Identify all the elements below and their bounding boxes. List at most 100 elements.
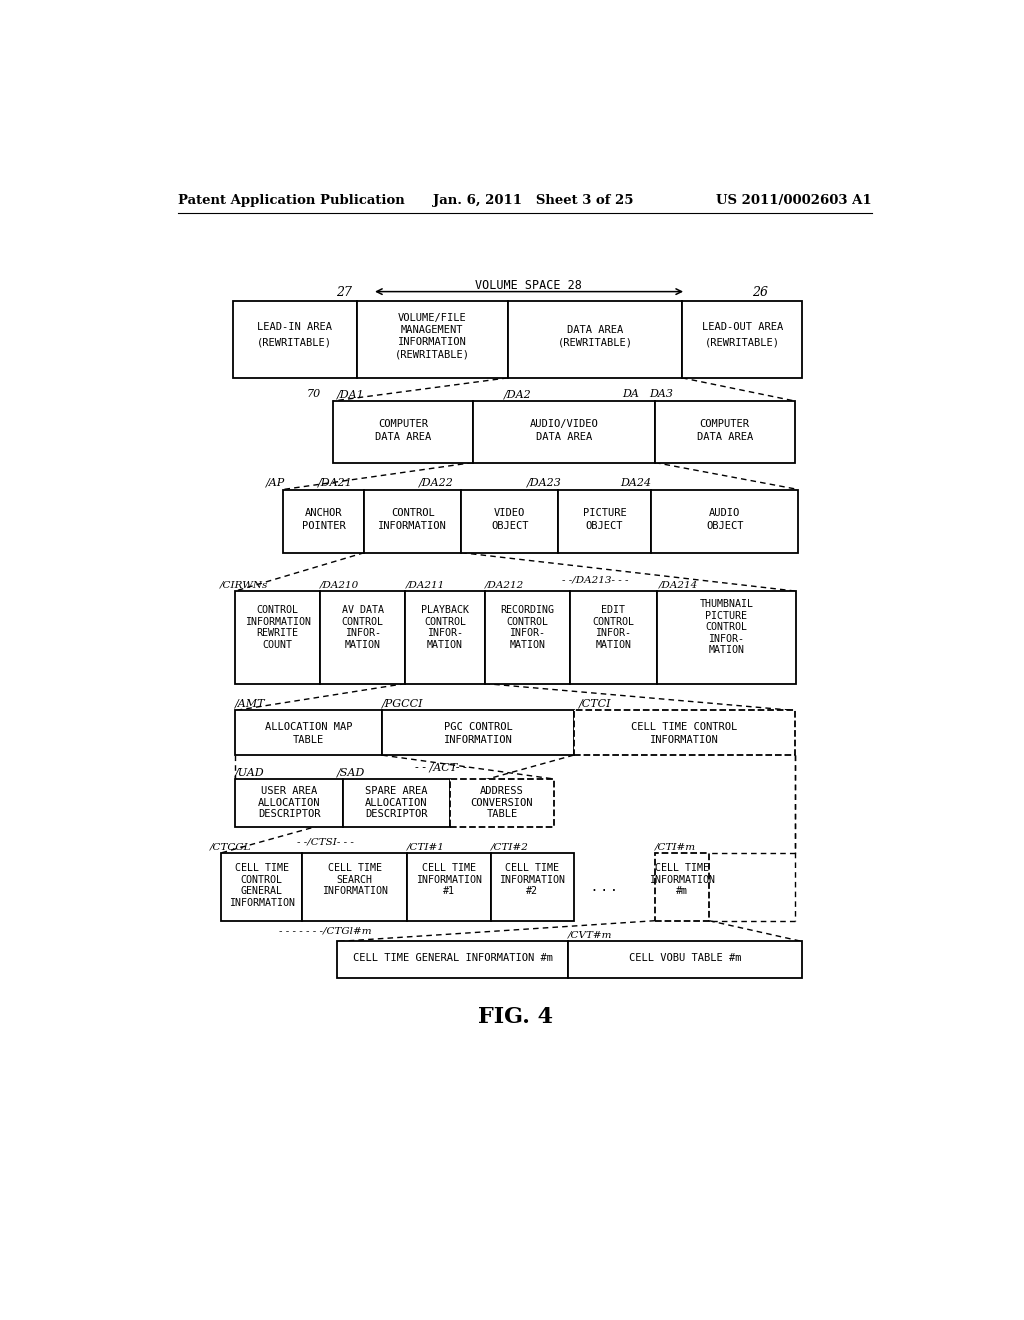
- Text: INFORMATION: INFORMATION: [379, 520, 447, 531]
- Bar: [655, 853, 710, 921]
- Text: CELL TIME GENERAL INFORMATION #m: CELL TIME GENERAL INFORMATION #m: [352, 953, 553, 964]
- Text: TABLE: TABLE: [293, 735, 325, 744]
- Text: OBJECT: OBJECT: [586, 520, 624, 531]
- Text: /DA212: /DA212: [484, 581, 523, 590]
- Text: INFORMATION: INFORMATION: [649, 875, 715, 884]
- Bar: [508, 301, 682, 378]
- Text: VOLUME SPACE 28: VOLUME SPACE 28: [475, 279, 582, 292]
- Text: #1: #1: [442, 887, 455, 896]
- Text: Patent Application Publication: Patent Application Publication: [178, 194, 406, 207]
- Text: /CTI#1: /CTI#1: [407, 842, 444, 851]
- Text: CONTROL: CONTROL: [706, 622, 748, 632]
- Text: /CTI#m: /CTI#m: [655, 842, 696, 851]
- Text: MATION: MATION: [509, 640, 545, 649]
- Text: THUMBNAIL: THUMBNAIL: [699, 599, 754, 610]
- Bar: [234, 779, 343, 826]
- Text: - -/CTSI- - -: - -/CTSI- - -: [297, 838, 354, 847]
- Text: DATA AREA: DATA AREA: [696, 432, 753, 442]
- Text: PICTURE: PICTURE: [583, 508, 627, 517]
- Text: CONTROL: CONTROL: [257, 606, 299, 615]
- Text: DA: DA: [623, 389, 639, 400]
- Text: (REWRITABLE): (REWRITABLE): [557, 338, 633, 347]
- Text: - - /ACT- -: - - /ACT- -: [415, 763, 467, 774]
- Bar: [568, 941, 802, 978]
- Text: DESCRIPTOR: DESCRIPTOR: [258, 809, 321, 820]
- Bar: [337, 941, 568, 978]
- Text: - - - - - - -/CTGl#m: - - - - - - -/CTGl#m: [280, 927, 372, 936]
- Text: ANCHOR: ANCHOR: [305, 508, 342, 517]
- Text: CONTROL: CONTROL: [342, 616, 384, 627]
- Text: PGC CONTROL: PGC CONTROL: [443, 722, 512, 731]
- Text: /CTI#2: /CTI#2: [490, 842, 528, 851]
- Bar: [655, 401, 795, 462]
- Text: TABLE: TABLE: [486, 809, 517, 820]
- Bar: [234, 591, 321, 684]
- Text: DATA AREA: DATA AREA: [536, 432, 592, 442]
- Text: INFORMATION: INFORMATION: [499, 875, 565, 884]
- Text: OBJECT: OBJECT: [490, 520, 528, 531]
- Text: (REWRITABLE): (REWRITABLE): [394, 350, 470, 360]
- Text: /CVT#m: /CVT#m: [568, 931, 612, 940]
- Bar: [406, 591, 484, 684]
- Text: /UAD: /UAD: [234, 767, 264, 777]
- Text: MATION: MATION: [709, 645, 744, 656]
- Text: /DA214: /DA214: [658, 581, 698, 590]
- Text: /DA23: /DA23: [527, 478, 562, 488]
- Text: #m: #m: [676, 887, 688, 896]
- Text: PLAYBACK: PLAYBACK: [421, 606, 469, 615]
- Text: /CTCGL: /CTCGL: [209, 842, 251, 851]
- Text: OBJECT: OBJECT: [706, 520, 743, 531]
- Bar: [232, 301, 356, 378]
- Text: INFORMATION: INFORMATION: [416, 875, 482, 884]
- Text: INFORMATION: INFORMATION: [443, 735, 512, 744]
- Bar: [473, 401, 655, 462]
- Text: CONTROL: CONTROL: [592, 616, 634, 627]
- Text: USER AREA: USER AREA: [261, 787, 317, 796]
- Bar: [573, 710, 795, 755]
- Text: INFORMATION: INFORMATION: [228, 898, 295, 908]
- Text: CELL TIME: CELL TIME: [234, 863, 289, 874]
- Text: CELL TIME: CELL TIME: [328, 863, 382, 874]
- Text: CONTROL: CONTROL: [506, 616, 548, 627]
- Text: 70: 70: [306, 389, 321, 400]
- Text: INFOR-: INFOR-: [709, 634, 744, 644]
- Text: /AP: /AP: [266, 478, 286, 488]
- Text: MATION: MATION: [427, 640, 463, 649]
- Text: (REWRITABLE): (REWRITABLE): [257, 338, 332, 347]
- Text: EDIT: EDIT: [601, 606, 625, 615]
- Text: CONTROL: CONTROL: [424, 616, 466, 627]
- Text: LEAD-OUT AREA: LEAD-OUT AREA: [701, 322, 782, 333]
- Text: COUNT: COUNT: [262, 640, 293, 649]
- Bar: [221, 853, 302, 921]
- Text: CONVERSION: CONVERSION: [471, 797, 534, 808]
- Text: /DA2: /DA2: [504, 389, 531, 400]
- Text: CONTROL: CONTROL: [391, 508, 434, 517]
- Text: /DA211: /DA211: [406, 581, 444, 590]
- Bar: [682, 301, 802, 378]
- Text: /CTCI: /CTCI: [579, 700, 611, 709]
- Text: /DA210: /DA210: [321, 581, 359, 590]
- Text: INFOR-: INFOR-: [345, 628, 381, 639]
- Text: ALLOCATION: ALLOCATION: [366, 797, 428, 808]
- Text: SPARE AREA: SPARE AREA: [366, 787, 428, 796]
- Bar: [461, 490, 558, 553]
- Bar: [490, 853, 573, 921]
- Bar: [382, 710, 573, 755]
- Text: INFOR-: INFOR-: [595, 628, 631, 639]
- Text: 26: 26: [752, 286, 768, 300]
- Text: SEARCH: SEARCH: [337, 875, 373, 884]
- Bar: [484, 591, 569, 684]
- Text: CELL VOBU TABLE #m: CELL VOBU TABLE #m: [629, 953, 741, 964]
- Text: /DA21: /DA21: [317, 478, 352, 488]
- Bar: [569, 591, 656, 684]
- Bar: [356, 301, 508, 378]
- Text: FIG. 4: FIG. 4: [478, 1006, 553, 1028]
- Text: GENERAL: GENERAL: [241, 887, 283, 896]
- Text: MANAGEMENT: MANAGEMENT: [401, 325, 464, 335]
- Text: INFOR-: INFOR-: [427, 628, 463, 639]
- Text: - -/DA213- - -: - -/DA213- - -: [562, 576, 629, 585]
- Text: POINTER: POINTER: [302, 520, 345, 531]
- Bar: [558, 490, 651, 553]
- Text: DATA AREA: DATA AREA: [375, 432, 431, 442]
- Text: ADDRESS: ADDRESS: [480, 787, 524, 796]
